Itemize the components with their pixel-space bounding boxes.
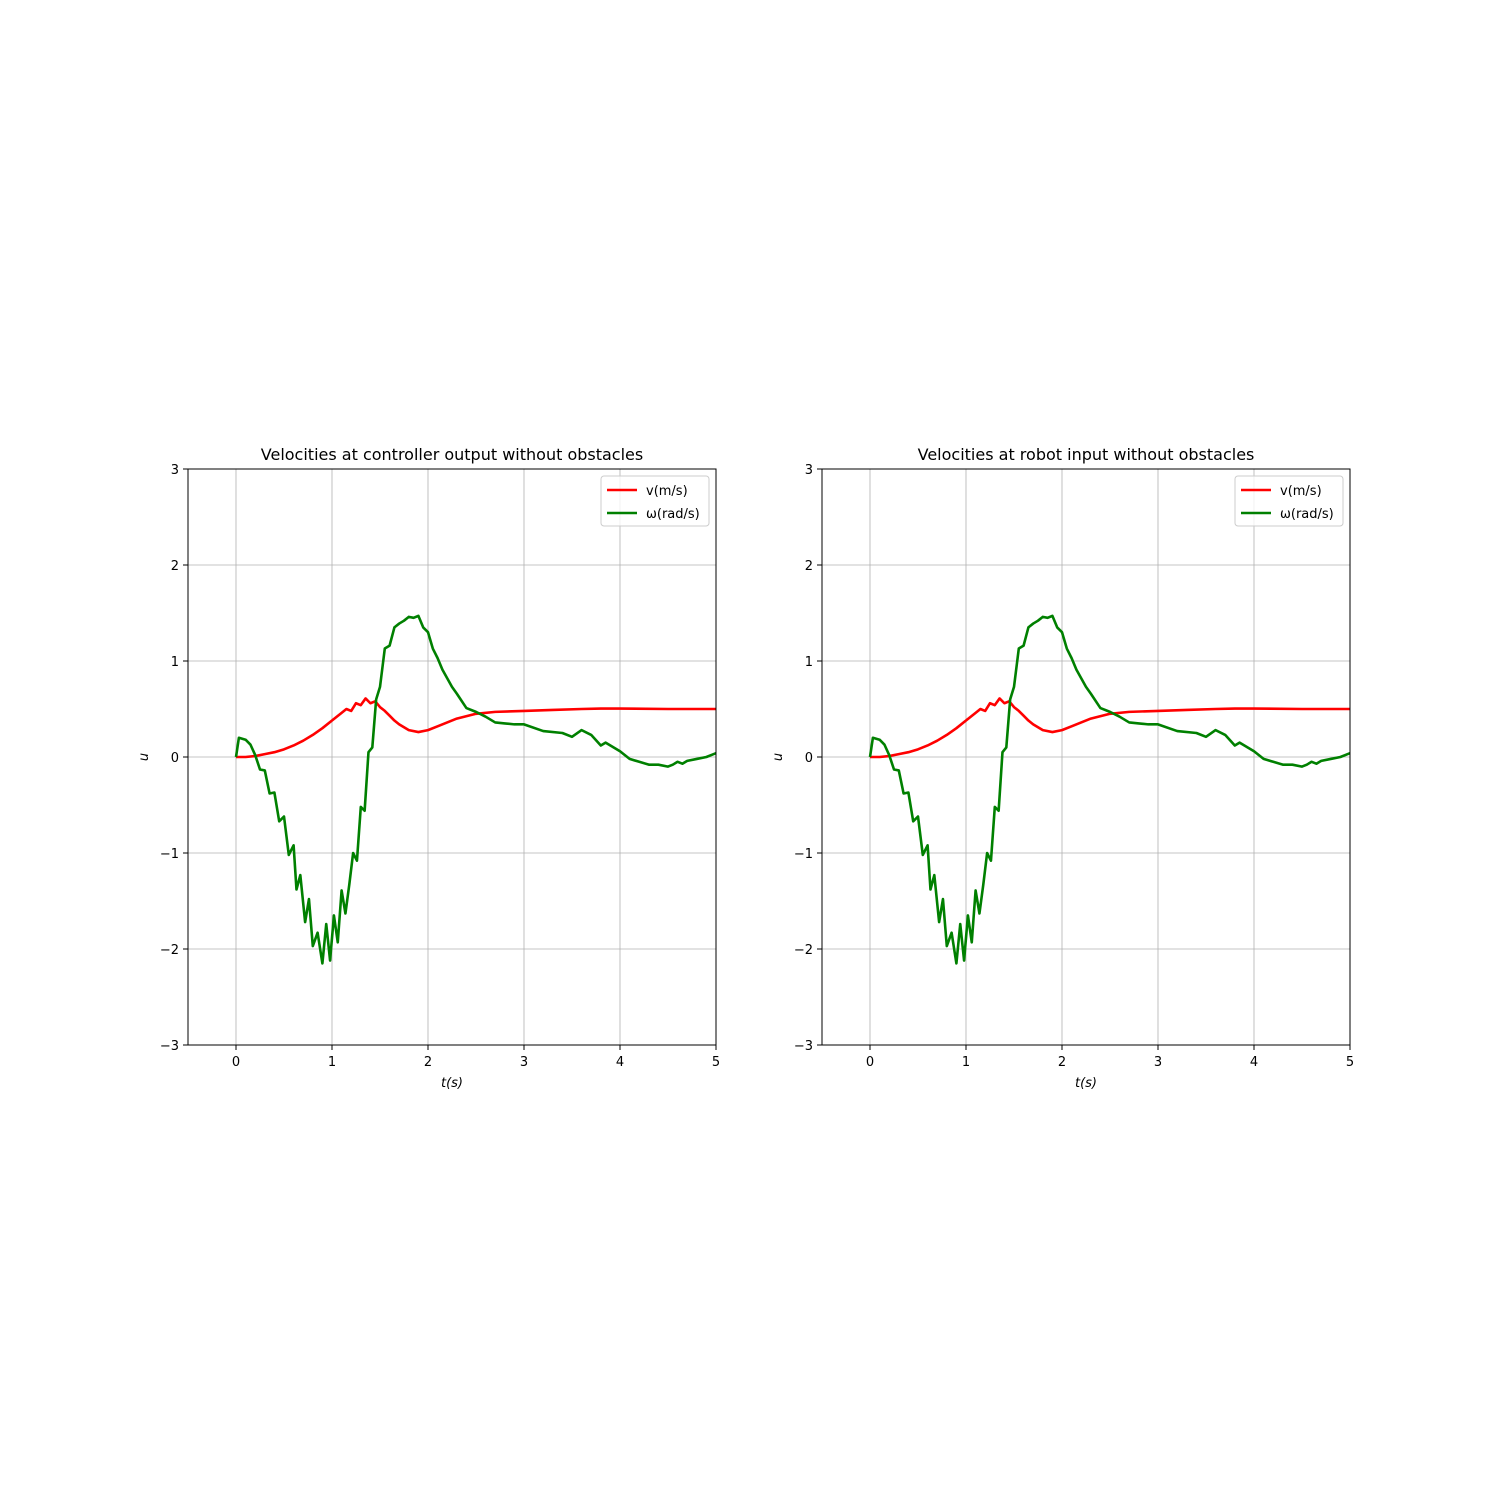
legend-entry: v(m/s) (1280, 484, 1322, 499)
x-tick-label: 1 (962, 1055, 970, 1070)
x-tick-label: 0 (232, 1055, 240, 1070)
chart-title: Velocities at controller output without … (261, 445, 643, 464)
legend-entry: ω(rad/s) (1280, 507, 1334, 522)
x-tick-label: 5 (1346, 1055, 1354, 1070)
x-tick-label: 0 (866, 1055, 874, 1070)
y-tick-label: −2 (794, 943, 813, 958)
x-tick-label: 4 (1250, 1055, 1258, 1070)
y-tick-label: 1 (805, 655, 813, 670)
chart-title: Velocities at robot input without obstac… (918, 445, 1255, 464)
series-line-v (870, 697, 1350, 759)
y-axis-label: u (771, 753, 786, 761)
y-tick-label: 2 (171, 559, 179, 574)
chart-panel-1: 0 1 2 3 4 5 −3 −2 −1 0 1 2 3 Velocities at controller… (137, 445, 720, 1091)
legend: v(m/s) ω(rad/s) (600, 475, 710, 527)
x-tick-label: 5 (712, 1055, 720, 1070)
y-tick-label: 0 (805, 751, 813, 766)
series-line-v (236, 697, 716, 759)
x-tick-label: 1 (328, 1055, 336, 1070)
y-tick-label: 3 (171, 463, 179, 478)
x-axis-label: t(s) (1075, 1076, 1097, 1091)
y-tick-label: −2 (160, 943, 179, 958)
x-axis-label: t(s) (441, 1076, 463, 1091)
y-tick-label: 2 (805, 559, 813, 574)
legend-entry: ω(rad/s) (646, 507, 700, 522)
x-tick-label: 2 (1058, 1055, 1066, 1070)
x-tick-label: 3 (520, 1055, 528, 1070)
series-line-omega (234, 614, 716, 965)
y-tick-label: 3 (805, 463, 813, 478)
chart-panel-2: 0 1 2 3 4 5 −3 −2 −1 0 1 2 3 Velocities at robot inpu… (771, 445, 1354, 1091)
series-line-omega (868, 614, 1350, 965)
y-tick-label: −3 (794, 1039, 813, 1054)
x-tick-label: 2 (424, 1055, 432, 1070)
x-tick-label: 4 (616, 1055, 624, 1070)
y-tick-label: −1 (794, 847, 813, 862)
y-tick-label: −1 (160, 847, 179, 862)
legend-entry: v(m/s) (646, 484, 688, 499)
legend: v(m/s) ω(rad/s) (1234, 475, 1344, 527)
y-tick-label: 0 (171, 751, 179, 766)
x-tick-label: 3 (1154, 1055, 1162, 1070)
y-tick-label: 1 (171, 655, 179, 670)
y-axis-label: u (137, 753, 152, 761)
y-tick-label: −3 (160, 1039, 179, 1054)
